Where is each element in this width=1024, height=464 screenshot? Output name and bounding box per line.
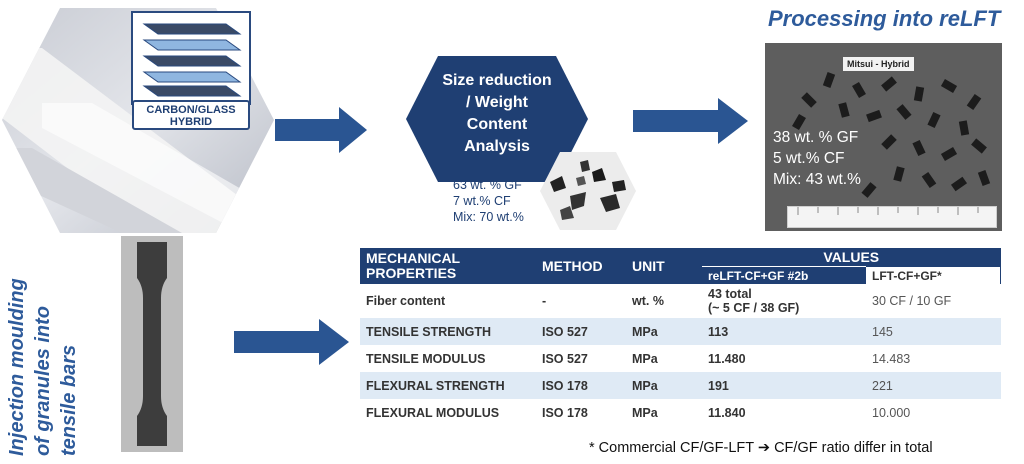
ruler <box>787 206 997 228</box>
header-lft: LFT-CF+GF* <box>866 266 1001 284</box>
table-row: FLEXURAL STRENGTH ISO 178 MPa 191 221 <box>360 372 1001 399</box>
cell-method: ISO 178 <box>536 399 626 426</box>
cell-property: TENSILE STRENGTH <box>360 318 536 345</box>
badge-line2: HYBRID <box>169 116 213 128</box>
header-method: METHOD <box>536 248 626 284</box>
photo-sample-label: Mitsui - Hybrid <box>843 57 914 71</box>
cell-relft: 11.480 <box>702 345 866 372</box>
cell-relft: 113 <box>702 318 866 345</box>
processing-title: Processing into reLFT <box>768 6 1001 31</box>
cell-unit: MPa <box>626 399 702 426</box>
cell-relft: 11.840 <box>702 399 866 426</box>
cell-lft: 14.483 <box>866 345 1001 372</box>
header-relft: reLFT-CF+GF #2b <box>702 266 866 284</box>
arrow-right-icon <box>275 107 367 153</box>
cell-property: Fiber content <box>360 284 536 318</box>
cell-lft: 145 <box>866 318 1001 345</box>
injection-moulding-caption: Injection moulding of granules into tens… <box>6 278 80 456</box>
cell-property: FLEXURAL STRENGTH <box>360 372 536 399</box>
arrow-right-icon <box>234 319 349 365</box>
cell-relft: 191 <box>702 372 866 399</box>
header-unit: UNIT <box>626 248 702 284</box>
footnote: * Commercial CF/GF-LFT ➔ CF/GF ratio dif… <box>589 440 933 456</box>
cell-method: ISO 527 <box>536 345 626 372</box>
cell-unit: wt. % <box>626 284 702 318</box>
fragments-hexagon <box>540 152 636 230</box>
header-values: VALUES <box>702 248 1001 267</box>
cell-unit: MPa <box>626 318 702 345</box>
processed-composition: 38 wt. % GF 5 wt.% CF Mix: 43 wt.% <box>773 129 861 188</box>
granules-photo: Mitsui - Hybrid 38 wt. % GF 5 wt.% CF Mi… <box>765 43 1002 231</box>
size-reduction-hexagon <box>406 56 588 182</box>
cell-unit: MPa <box>626 345 702 372</box>
cell-relft: 43 total (~ 5 CF / 38 GF) <box>702 284 866 318</box>
mechanical-properties-table: MECHANICAL PROPERTIES METHOD UNIT VALUES… <box>360 248 1001 426</box>
tensile-bar-photo <box>121 236 183 452</box>
table-row: FLEXURAL MODULUS ISO 178 MPa 11.840 10.0… <box>360 399 1001 426</box>
size-reduction-label: Size reduction / Weight Content Analysis <box>442 72 552 155</box>
header-properties: MECHANICAL PROPERTIES <box>360 248 536 284</box>
cell-lft: 30 CF / 10 GF <box>866 284 1001 318</box>
badge-line1: CARBON/GLASS <box>146 104 236 116</box>
table-row: TENSILE MODULUS ISO 527 MPa 11.480 14.48… <box>360 345 1001 372</box>
cell-method: ISO 178 <box>536 372 626 399</box>
layer-stack-icon <box>130 10 252 111</box>
arrow-right-icon <box>633 98 748 144</box>
cell-property: TENSILE MODULUS <box>360 345 536 372</box>
cell-method: ISO 527 <box>536 318 626 345</box>
hybrid-badge: CARBON/GLASS HYBRID <box>132 100 250 130</box>
cell-unit: MPa <box>626 372 702 399</box>
initial-composition: 63 wt. % GF 7 wt.% CF Mix: 70 wt.% <box>453 178 524 224</box>
table-row: TENSILE STRENGTH ISO 527 MPa 113 145 <box>360 318 1001 345</box>
cell-lft: 221 <box>866 372 1001 399</box>
cell-lft: 10.000 <box>866 399 1001 426</box>
cell-property: FLEXURAL MODULUS <box>360 399 536 426</box>
table-row: Fiber content - wt. % 43 total (~ 5 CF /… <box>360 284 1001 318</box>
cell-method: - <box>536 284 626 318</box>
